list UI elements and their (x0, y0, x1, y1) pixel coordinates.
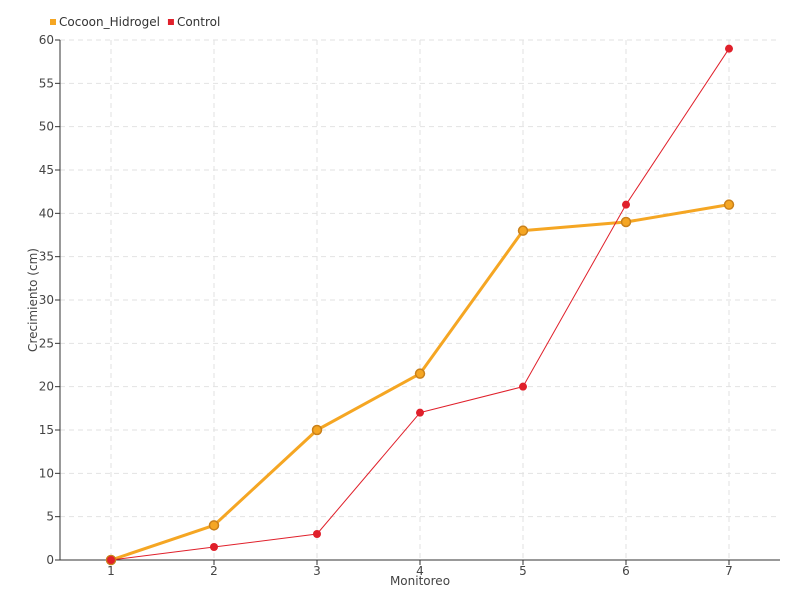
data-point (208, 520, 220, 531)
data-point (313, 530, 321, 538)
data-point (416, 408, 424, 417)
x-tick-label: 6 (622, 564, 630, 578)
y-tick-label: 60 (39, 33, 54, 47)
x-axis-ticks: 1 2 3 4 5 6 7 (107, 560, 733, 578)
data-point (723, 199, 735, 210)
data-point (620, 216, 632, 228)
legend-label: Control (177, 15, 220, 29)
y-tick-label: 5 (46, 510, 54, 524)
data-point (622, 200, 630, 209)
data-point (107, 556, 115, 564)
x-tick-label: 3 (313, 564, 321, 578)
y-tick-label: 55 (39, 76, 54, 90)
y-tick-label: 25 (39, 336, 54, 350)
legend-swatch (50, 19, 56, 25)
y-axis-title: Crecimiento (cm) (26, 248, 40, 352)
data-point (210, 543, 218, 551)
y-tick-label: 0 (46, 553, 54, 567)
y-tick-label: 30 (39, 293, 54, 307)
data-point (311, 424, 323, 436)
legend-label: Cocoon_Hidrogel (59, 15, 160, 29)
x-tick-label: 2 (210, 564, 218, 578)
series-points (105, 44, 735, 566)
legend-swatch (167, 19, 174, 25)
y-axis-ticks: 0 5 10 15 20 25 30 35 40 45 50 55 60 (39, 33, 60, 567)
y-tick-label: 10 (39, 466, 54, 480)
y-tick-label: 20 (39, 380, 54, 394)
x-tick-label: 1 (107, 564, 115, 578)
data-point (725, 44, 733, 53)
data-point (414, 368, 426, 379)
x-tick-label: 4 (416, 564, 424, 578)
y-tick-label: 45 (39, 163, 54, 177)
x-tick-label: 5 (519, 564, 527, 578)
x-tick-label: 7 (725, 564, 733, 578)
legend: Cocoon_Hidrogel Control (50, 15, 220, 29)
grid (60, 39, 780, 560)
data-point (519, 382, 527, 391)
y-tick-label: 40 (39, 206, 54, 220)
x-axis-title: Monitoreo (390, 574, 450, 588)
data-point (517, 225, 529, 236)
y-tick-label: 35 (39, 250, 54, 264)
y-tick-label: 50 (39, 120, 54, 134)
y-tick-label: 15 (39, 423, 54, 437)
